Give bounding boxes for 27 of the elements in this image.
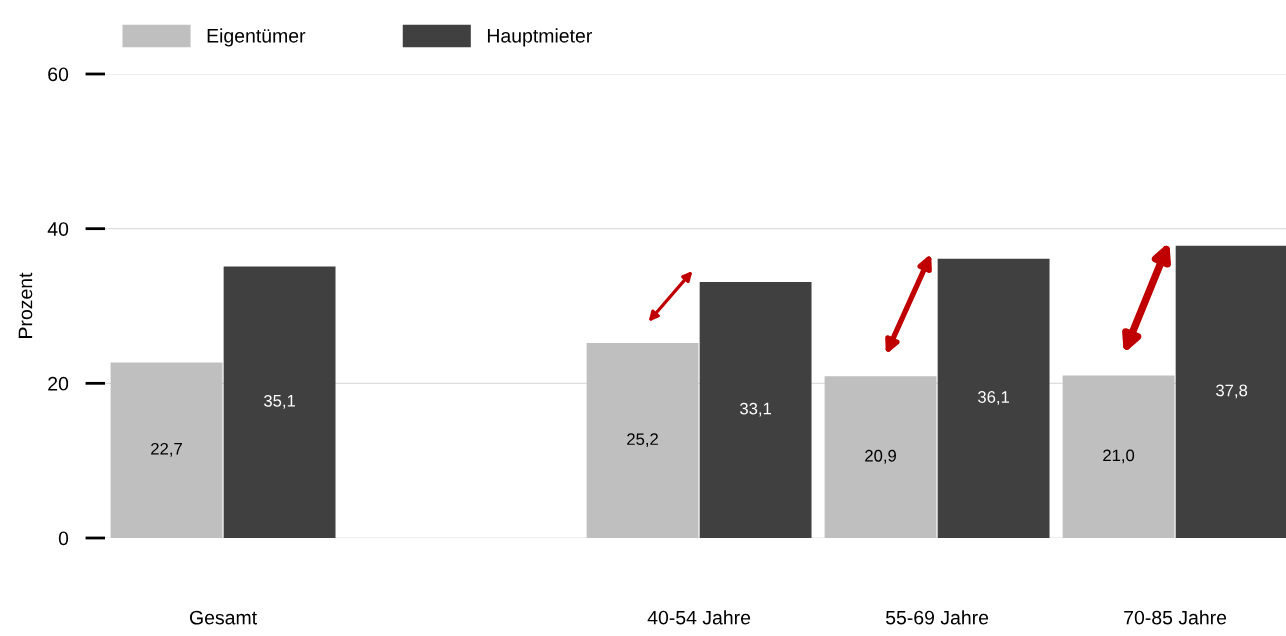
y-tick-label: 20 <box>48 376 69 391</box>
data-label: 33,1 <box>740 402 771 417</box>
bar <box>586 343 699 538</box>
x-tick-label: 70-85 Jahre <box>1124 610 1227 625</box>
data-label: 37,8 <box>1216 384 1248 399</box>
data-label: 36,1 <box>978 391 1010 405</box>
y-axis-title: Prozent <box>18 272 33 338</box>
x-tick-label: Gesamt <box>190 610 257 625</box>
bar <box>699 282 812 538</box>
y-tick-label: 40 <box>47 222 69 236</box>
data-label: 35,1 <box>264 394 295 409</box>
legend-label: Eigentümer <box>207 28 306 47</box>
bar <box>1175 245 1286 538</box>
data-label: 21,0 <box>1103 449 1135 464</box>
y-tick-label: 60 <box>48 67 69 82</box>
bar <box>937 258 1050 538</box>
data-label: 22,7 <box>151 442 182 457</box>
data-label: 20,9 <box>865 449 896 464</box>
y-tick-label: 0 <box>58 531 69 546</box>
data-label: 25,2 <box>627 433 658 447</box>
x-tick-label: 55-69 Jahre <box>885 610 989 625</box>
legend-label: Hauptmieter <box>487 28 592 47</box>
bar <box>1062 375 1175 538</box>
bar <box>223 266 336 538</box>
bar <box>824 376 937 538</box>
x-tick-label: 40-54 Jahre <box>647 610 751 625</box>
bar <box>110 362 223 538</box>
